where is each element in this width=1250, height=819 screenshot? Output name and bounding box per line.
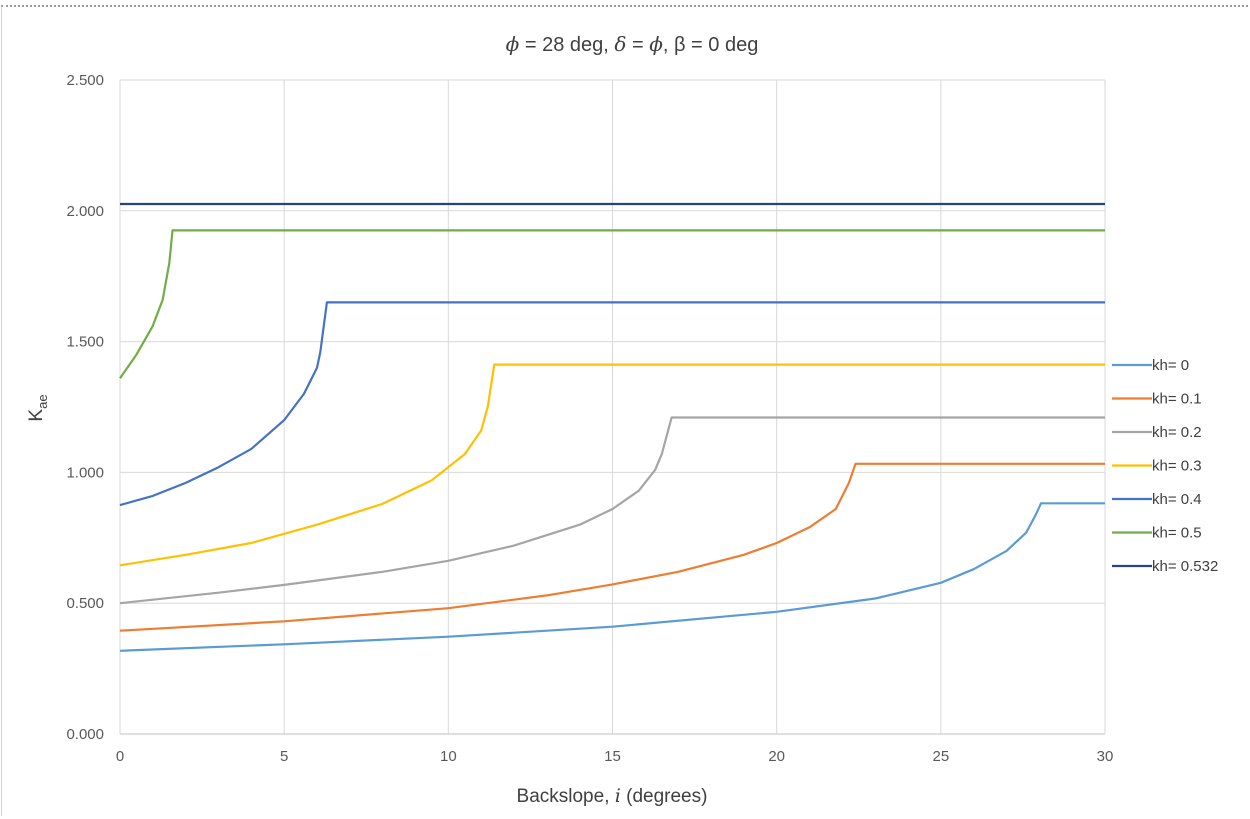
series-line-3 (119, 416, 1105, 605)
legend-entry: kh= 0.2 (1152, 424, 1202, 441)
x-tick-label: 25 (932, 748, 949, 765)
y-axis-label: Kae (26, 394, 50, 421)
x-axis-ticks: 0 5 10 15 20 25 30 (116, 748, 1114, 765)
series-line-2 (119, 462, 1105, 632)
series-line-6 (119, 229, 1105, 379)
x-tick-label: 30 (1097, 748, 1114, 765)
x-tick-label: 15 (604, 748, 621, 765)
legend-entry: kh= 0.5 (1152, 525, 1202, 542)
series-line-5 (119, 301, 1105, 507)
y-axis-ticks: 0.000 0.500 1.000 1.500 2.000 2.500 (66, 72, 104, 743)
legend-entry: kh= 0.4 (1152, 491, 1202, 508)
y-tick-label: 1.000 (66, 464, 104, 481)
y-tick-label: 2.500 (66, 72, 104, 89)
y-tick-label: 0.500 (66, 595, 104, 612)
legend-entry: kh= 0.1 (1152, 391, 1202, 408)
series-lines (119, 202, 1105, 652)
series-line-4 (119, 363, 1105, 567)
x-tick-label: 5 (280, 748, 288, 765)
series-line-1 (119, 502, 1105, 652)
legend-entry: kh= 0 (1152, 357, 1189, 374)
gridlines (119, 79, 1106, 735)
x-tick-label: 0 (116, 748, 124, 765)
chart-frame (1, 5, 1248, 816)
y-tick-label: 1.500 (66, 334, 104, 351)
y-tick-label: 2.000 (66, 203, 104, 220)
x-tick-label: 20 (768, 748, 785, 765)
legend-entry: kh= 0.532 (1152, 558, 1218, 575)
legend: kh= 0 kh= 0.1 kh= 0.2 kh= 0.3 kh= 0.4 kh= 0.5… (1112, 357, 1218, 575)
legend-entry: kh= 0.3 (1152, 458, 1202, 475)
y-tick-label: 0.000 (66, 726, 104, 743)
chart-title: ϕ = 28 deg, δ = ϕ, β = 0 deg (506, 32, 759, 56)
x-axis-label: Backslope, i (degrees) (517, 785, 708, 807)
x-tick-label: 10 (440, 748, 457, 765)
title-phi: ϕ (506, 32, 520, 56)
